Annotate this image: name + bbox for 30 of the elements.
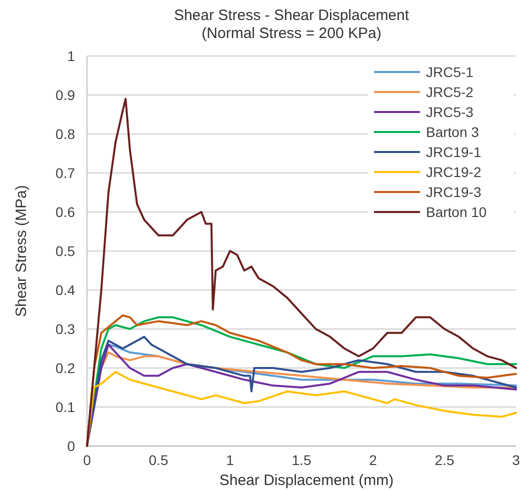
legend-label: JRC5-3 [426,104,474,120]
legend-label: JRC5-1 [426,64,474,80]
legend-label: Barton 10 [426,204,487,220]
y-tick-label: 0.2 [56,360,76,376]
x-tick-label: 2.5 [434,452,454,468]
x-axis-title: Shear Displacement (mm) [219,472,394,489]
legend-label: JRC19-3 [426,184,482,200]
y-axis-title: Shear Stress (MPa) [13,185,30,317]
y-tick-label: 0.6 [56,204,76,220]
legend-label: JRC19-2 [426,164,482,180]
legend-label: JRC5-2 [426,84,474,100]
y-tick-label: 1 [67,48,76,64]
chart-title: Shear Stress - Shear Displacement [174,7,410,24]
y-tick-label: 0.9 [56,86,76,103]
x-tick-label: 3 [512,452,520,468]
y-tick-label: 0.3 [56,320,76,337]
y-tick-label: 0.4 [56,282,76,298]
y-tick-label: 0.7 [56,164,76,181]
x-tick-label: 2 [369,452,378,468]
x-tick-label: 1.5 [292,452,312,468]
y-tick-label: 0.8 [56,126,76,142]
legend-label: Barton 3 [426,124,480,140]
y-tick-label: 0.1 [56,398,76,415]
x-tick-label: 0 [83,452,92,468]
y-tick-label: 0 [67,438,76,454]
y-tick-label: 0.5 [56,242,76,259]
x-tick-label: 1 [226,452,234,468]
legend-label: JRC19-1 [426,144,482,160]
chart-subtitle: (Normal Stress = 200 KPa) [202,25,382,42]
x-tick-label: 0.5 [148,452,168,468]
